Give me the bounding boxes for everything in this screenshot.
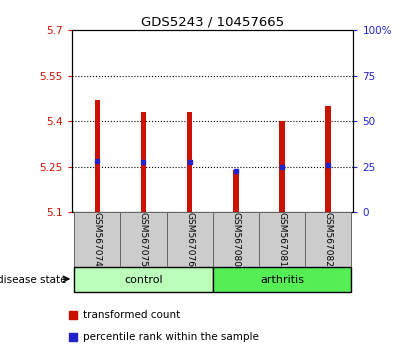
Title: GDS5243 / 10457665: GDS5243 / 10457665 [141, 16, 284, 29]
Bar [95, 100, 100, 212]
Bar [213, 267, 351, 292]
Bar [259, 212, 305, 267]
Text: GSM567082: GSM567082 [323, 212, 332, 267]
Bar [187, 112, 192, 212]
Bar [305, 212, 351, 267]
Text: GSM567080: GSM567080 [231, 212, 240, 267]
Text: percentile rank within the sample: percentile rank within the sample [83, 332, 259, 342]
Text: GSM567076: GSM567076 [185, 212, 194, 267]
Bar [120, 212, 166, 267]
Text: GSM567081: GSM567081 [277, 212, 286, 267]
Text: GSM567074: GSM567074 [93, 212, 102, 267]
Text: arthritis: arthritis [260, 275, 304, 285]
Bar [326, 106, 331, 212]
Bar [233, 170, 238, 212]
Text: transformed count: transformed count [83, 309, 180, 320]
Text: GSM567075: GSM567075 [139, 212, 148, 267]
Bar [166, 212, 213, 267]
Bar [213, 212, 259, 267]
Bar [74, 267, 213, 292]
Text: control: control [124, 275, 163, 285]
Text: disease state: disease state [0, 275, 66, 285]
Bar [74, 212, 120, 267]
Bar [279, 121, 285, 212]
Bar [141, 112, 146, 212]
